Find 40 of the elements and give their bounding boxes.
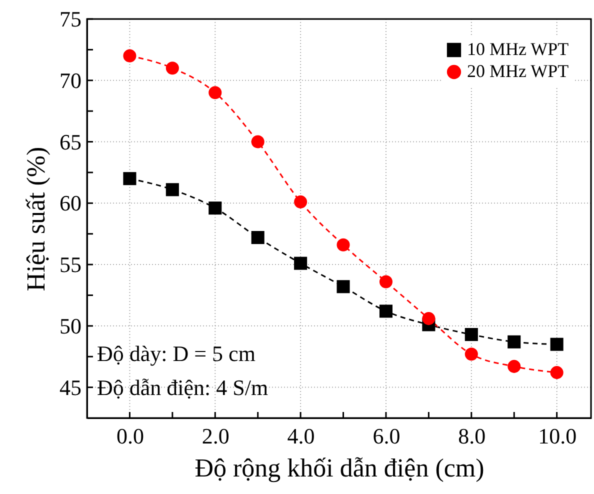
y-tick-label: 65 bbox=[60, 129, 82, 154]
annotation: Độ dày: D = 5 cm bbox=[97, 341, 256, 366]
point bbox=[208, 202, 222, 215]
point bbox=[123, 49, 136, 62]
point bbox=[508, 360, 521, 373]
point bbox=[464, 328, 478, 342]
legend-label: 10 MHz WPT bbox=[467, 39, 569, 59]
point bbox=[550, 338, 564, 351]
x-tick-label: 4.0 bbox=[287, 424, 315, 448]
y-tick-label: 70 bbox=[60, 68, 82, 93]
point bbox=[123, 172, 136, 186]
point bbox=[336, 238, 350, 252]
point bbox=[464, 348, 478, 361]
legend-label: 20 MHz WPT bbox=[467, 61, 569, 81]
point bbox=[166, 183, 179, 196]
x-tick-label: 8.0 bbox=[458, 424, 486, 448]
point bbox=[379, 275, 392, 288]
point bbox=[208, 86, 222, 100]
point bbox=[251, 135, 264, 148]
x-tick-label: 0.0 bbox=[116, 424, 144, 448]
y-tick-label: 75 bbox=[60, 6, 82, 32]
point bbox=[550, 366, 564, 380]
x-tick-label: 2.0 bbox=[202, 424, 230, 448]
y-tick-label: 55 bbox=[60, 252, 82, 278]
point bbox=[294, 256, 308, 270]
point bbox=[166, 62, 179, 75]
point bbox=[251, 231, 264, 244]
y-tick-label: 50 bbox=[60, 313, 82, 338]
point bbox=[294, 195, 308, 208]
y-tick-label: 45 bbox=[60, 374, 82, 400]
point bbox=[508, 335, 521, 348]
y-tick-label: 60 bbox=[60, 190, 82, 216]
point bbox=[422, 312, 436, 326]
y-axis-title: Hiệu suất (%) bbox=[22, 146, 50, 292]
x-axis-title: Độ rộng khối dẫn điện (cm) bbox=[194, 454, 484, 482]
x-tick-label: 10.0 bbox=[538, 424, 577, 448]
annotation: Độ dẫn điện: 4 S/m bbox=[97, 375, 268, 400]
point bbox=[336, 280, 350, 294]
point bbox=[379, 304, 392, 318]
x-tick-label: 6.0 bbox=[372, 424, 400, 448]
